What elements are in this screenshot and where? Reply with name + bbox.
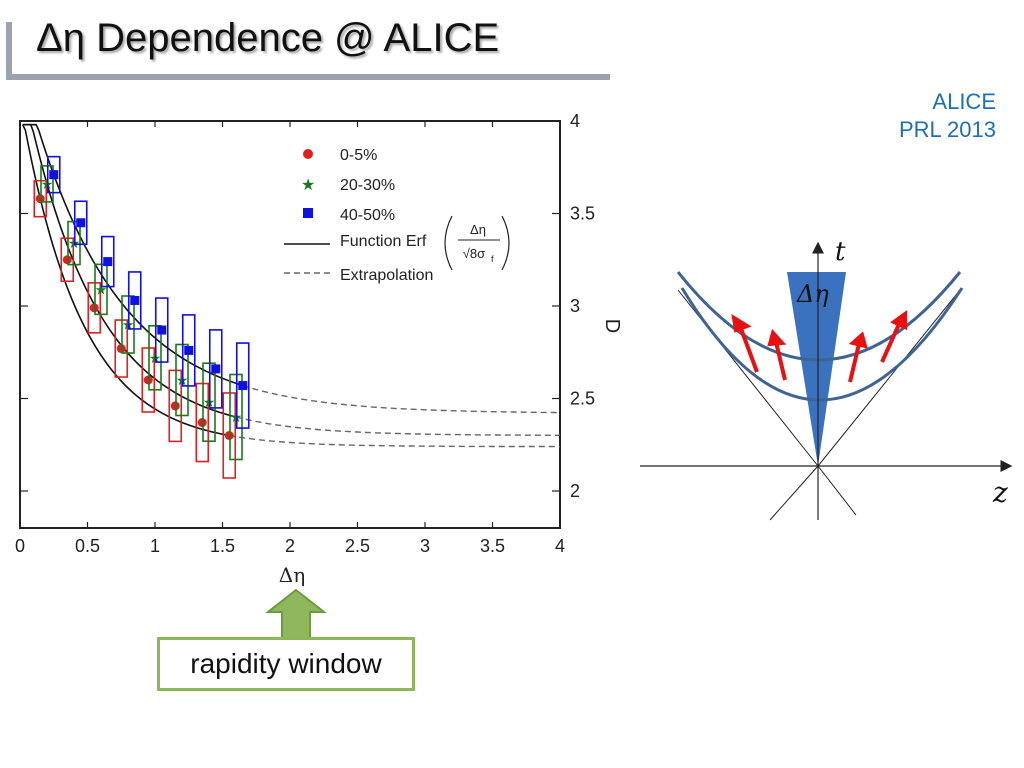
error-box-2: [127, 271, 142, 330]
extrapolation-curve-2: [242, 384, 561, 414]
particle-arrow-4-head: [890, 310, 907, 331]
error-box-2: [100, 235, 115, 288]
legend: 0-5% ★ 20-30% 40-50% Function Erf Δη √8σ…: [284, 147, 510, 284]
reference: ALICE PRL 2013: [899, 88, 996, 144]
light-cone-left-past: [769, 465, 819, 521]
callout-arrow-shape: [265, 588, 327, 639]
callout-arrow: [265, 588, 327, 639]
x-axis-label: Δη: [279, 563, 305, 587]
legend-fit-label: Function Erf: [340, 233, 427, 250]
title-bar: [6, 22, 610, 80]
particle-arrow-2: [774, 341, 787, 381]
light-cone-right: [817, 289, 961, 467]
data-point-2: [238, 381, 248, 391]
y-axis-label: D: [601, 319, 620, 333]
legend-erf-numerator: Δη: [470, 222, 486, 237]
x-tick-label: 3: [420, 536, 430, 556]
particle-arrow-2-head: [767, 328, 787, 347]
error-box-2: [208, 329, 223, 409]
x-tick-label: 1.5: [210, 536, 235, 556]
error-box-2: [46, 155, 61, 194]
reference-line-2: PRL 2013: [898, 117, 996, 142]
y-tick-label: 2.5: [570, 389, 595, 409]
data-point-2: [184, 345, 194, 355]
spacetime-diagram: t z Δη: [640, 237, 1013, 521]
rapidity-window-wedge: [787, 272, 846, 466]
rapidity-window-label: Δη: [796, 280, 829, 308]
particle-arrow-3: [848, 343, 861, 383]
error-box-2: [181, 314, 196, 387]
data-point-2: [211, 364, 221, 374]
legend-erf-left-paren: [444, 215, 453, 271]
data-point-2: [76, 218, 86, 228]
x-tick-label: 0: [15, 536, 25, 556]
legend-label-40-50: 40-50%: [340, 207, 395, 224]
data-point-2: [157, 325, 167, 335]
extrapolation-curve-0: [229, 434, 561, 448]
y-tick-label: 3.5: [570, 204, 595, 224]
y-tick-label: 4: [570, 111, 580, 131]
hyperbola-inner: [680, 287, 964, 402]
x-tick-label: 0.5: [75, 536, 100, 556]
z-axis-label: z: [992, 476, 1008, 509]
data-point-2: [103, 257, 113, 267]
error-box-2: [235, 342, 250, 429]
t-axis-label: t: [835, 237, 846, 267]
extrapolation-curve-1: [235, 416, 560, 436]
error-box-2: [154, 297, 169, 363]
rapidity-window-callout: rapidity window: [157, 637, 415, 691]
x-tick-label: 2.5: [345, 536, 370, 556]
legend-extrapolation-label: Extrapolation: [340, 267, 433, 284]
x-tick-label: 3.5: [480, 536, 505, 556]
data-point-2: [49, 170, 59, 180]
particle-arrow-4: [880, 321, 902, 363]
particle-arrow-3-head: [848, 331, 868, 349]
x-ticks: 0 0.5 1 1.5 2 2.5 3 3.5 4: [15, 121, 565, 556]
legend-marker-40-50: [303, 208, 313, 218]
legend-erf-denominator: √8σ: [463, 246, 485, 261]
x-tick-label: 1: [150, 536, 160, 556]
particle-arrows: [731, 310, 907, 383]
y-tick-label: 3: [570, 296, 580, 316]
legend-label-20-30: 20-30%: [340, 177, 395, 194]
chart: 0 0.5 1 1.5 2 2.5 3 3.5 4 22.533.54 ★★★★★★★★ Δη …: [15, 111, 620, 587]
y-ticks: 2 2.5 3 3.5 4: [20, 111, 595, 501]
light-cone-right-past: [817, 465, 857, 516]
legend-marker-20-30: ★: [301, 177, 315, 194]
data-point-1: ★: [95, 281, 108, 297]
error-box-2: [73, 200, 88, 246]
data-point-2: [130, 295, 140, 305]
slide-title: Δη Dependence @ ALICE: [36, 16, 500, 60]
particle-arrow-1-head: [731, 313, 752, 333]
fit-curve-0: [21, 124, 229, 437]
x-tick-label: 2: [285, 536, 295, 556]
y-tick-label: 2: [570, 481, 580, 501]
particle-arrow-1: [738, 325, 759, 373]
fit-curve-1: [22, 123, 237, 418]
legend-erf-right-paren: [501, 215, 510, 271]
x-tick-label: 4: [555, 536, 565, 556]
reference-line-1: ALICE: [932, 89, 996, 114]
data-points: ★★★★★★★★: [33, 155, 250, 479]
legend-erf-subscript: f: [491, 254, 494, 264]
legend-label-0-5: 0-5%: [340, 147, 377, 164]
legend-marker-0-5: [303, 149, 313, 159]
